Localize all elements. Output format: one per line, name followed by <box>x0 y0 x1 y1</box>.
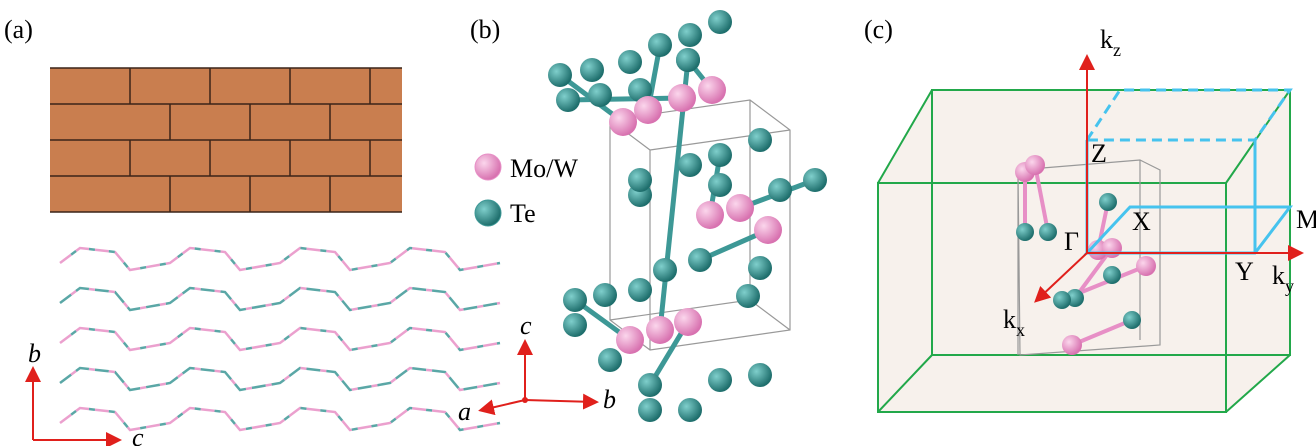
k-symbol: k <box>1100 25 1113 54</box>
te-atom <box>588 83 612 107</box>
te-atom <box>676 48 700 72</box>
mo-atom <box>1025 155 1045 175</box>
te-atom <box>618 50 642 74</box>
te-atom <box>638 398 662 422</box>
te-atom <box>563 313 587 337</box>
legend-swatch <box>475 200 501 226</box>
axis-origin <box>522 397 528 403</box>
legend-swatch <box>475 154 501 180</box>
panel-label: (c) <box>864 15 893 44</box>
point-label: Z <box>1091 139 1107 168</box>
te-atom <box>1053 291 1071 309</box>
mo-atom <box>646 316 674 344</box>
panel-c: (c) kz kx ky Z X M Γ Y <box>864 15 1316 412</box>
panel-b: (b) Mo/W Te c a b <box>458 10 827 426</box>
axis-label: c <box>520 311 532 340</box>
axis-label: c <box>132 423 144 446</box>
te-atom <box>1099 193 1117 211</box>
te-atom <box>1016 223 1034 241</box>
panel-a: (a) b c <box>4 15 500 446</box>
te-atom <box>803 168 827 192</box>
mo-atom <box>634 96 662 124</box>
mo-atom <box>616 326 644 354</box>
te-atom <box>768 178 792 202</box>
point-label: Y <box>1235 257 1254 286</box>
te-atom <box>653 258 677 282</box>
axis-arrow <box>482 400 525 410</box>
axis-label: kz <box>1100 25 1121 60</box>
k-symbol: k <box>1272 261 1285 290</box>
subscript: z <box>1113 40 1121 60</box>
k-symbol: k <box>1003 305 1016 334</box>
te-atom <box>748 363 772 387</box>
te-atom <box>628 278 652 302</box>
te-atom <box>548 63 572 87</box>
te-atom <box>1123 311 1141 329</box>
panel-label: (b) <box>470 15 500 44</box>
axis-label: b <box>28 339 41 368</box>
brillouin-fill <box>878 90 1290 412</box>
mo-atom <box>1062 335 1082 355</box>
te-atom <box>678 153 702 177</box>
atom-chains <box>60 248 500 430</box>
point-label: Γ <box>1064 227 1079 256</box>
mo-atom <box>674 308 702 336</box>
mo-atom <box>1102 238 1122 258</box>
te-atom <box>678 398 702 422</box>
te-atom <box>563 288 587 312</box>
te-atom <box>708 10 732 34</box>
mo-atom <box>1136 256 1156 276</box>
point-label: M <box>1296 205 1316 234</box>
te-atom <box>1039 223 1057 241</box>
te-atom <box>708 143 732 167</box>
mo-atom <box>668 84 696 112</box>
te-atom <box>748 256 772 280</box>
point-label: X <box>1132 207 1151 236</box>
mo-atom <box>698 76 726 104</box>
te-atom <box>688 248 712 272</box>
te-atom <box>593 283 617 307</box>
te-atom <box>1103 266 1121 284</box>
panel-label: (a) <box>4 15 33 44</box>
te-atom <box>648 33 672 57</box>
te-atom <box>556 88 580 112</box>
subscript: y <box>1285 276 1294 296</box>
te-atom <box>580 58 604 82</box>
te-atom <box>598 348 622 372</box>
te-atom <box>748 128 772 152</box>
mo-atom <box>726 194 754 222</box>
te-atom <box>678 23 702 47</box>
atoms <box>548 10 827 422</box>
mo-atom <box>696 201 724 229</box>
te-atom <box>708 368 732 392</box>
te-atom <box>736 284 760 308</box>
legend-label: Te <box>510 199 536 228</box>
legend-label: Mo/W <box>510 154 578 183</box>
axis-arrow <box>525 400 595 402</box>
te-atom <box>628 168 652 192</box>
mo-atom <box>609 108 637 136</box>
subscript: x <box>1016 320 1025 340</box>
axis-label: a <box>458 397 471 426</box>
te-atom <box>638 373 662 397</box>
figure: (a) b c (b) Mo/W Te c a b (c) <box>0 0 1316 446</box>
axis-label: b <box>603 385 616 414</box>
mo-atom <box>754 216 782 244</box>
bond <box>568 98 682 100</box>
te-atom <box>708 173 732 197</box>
